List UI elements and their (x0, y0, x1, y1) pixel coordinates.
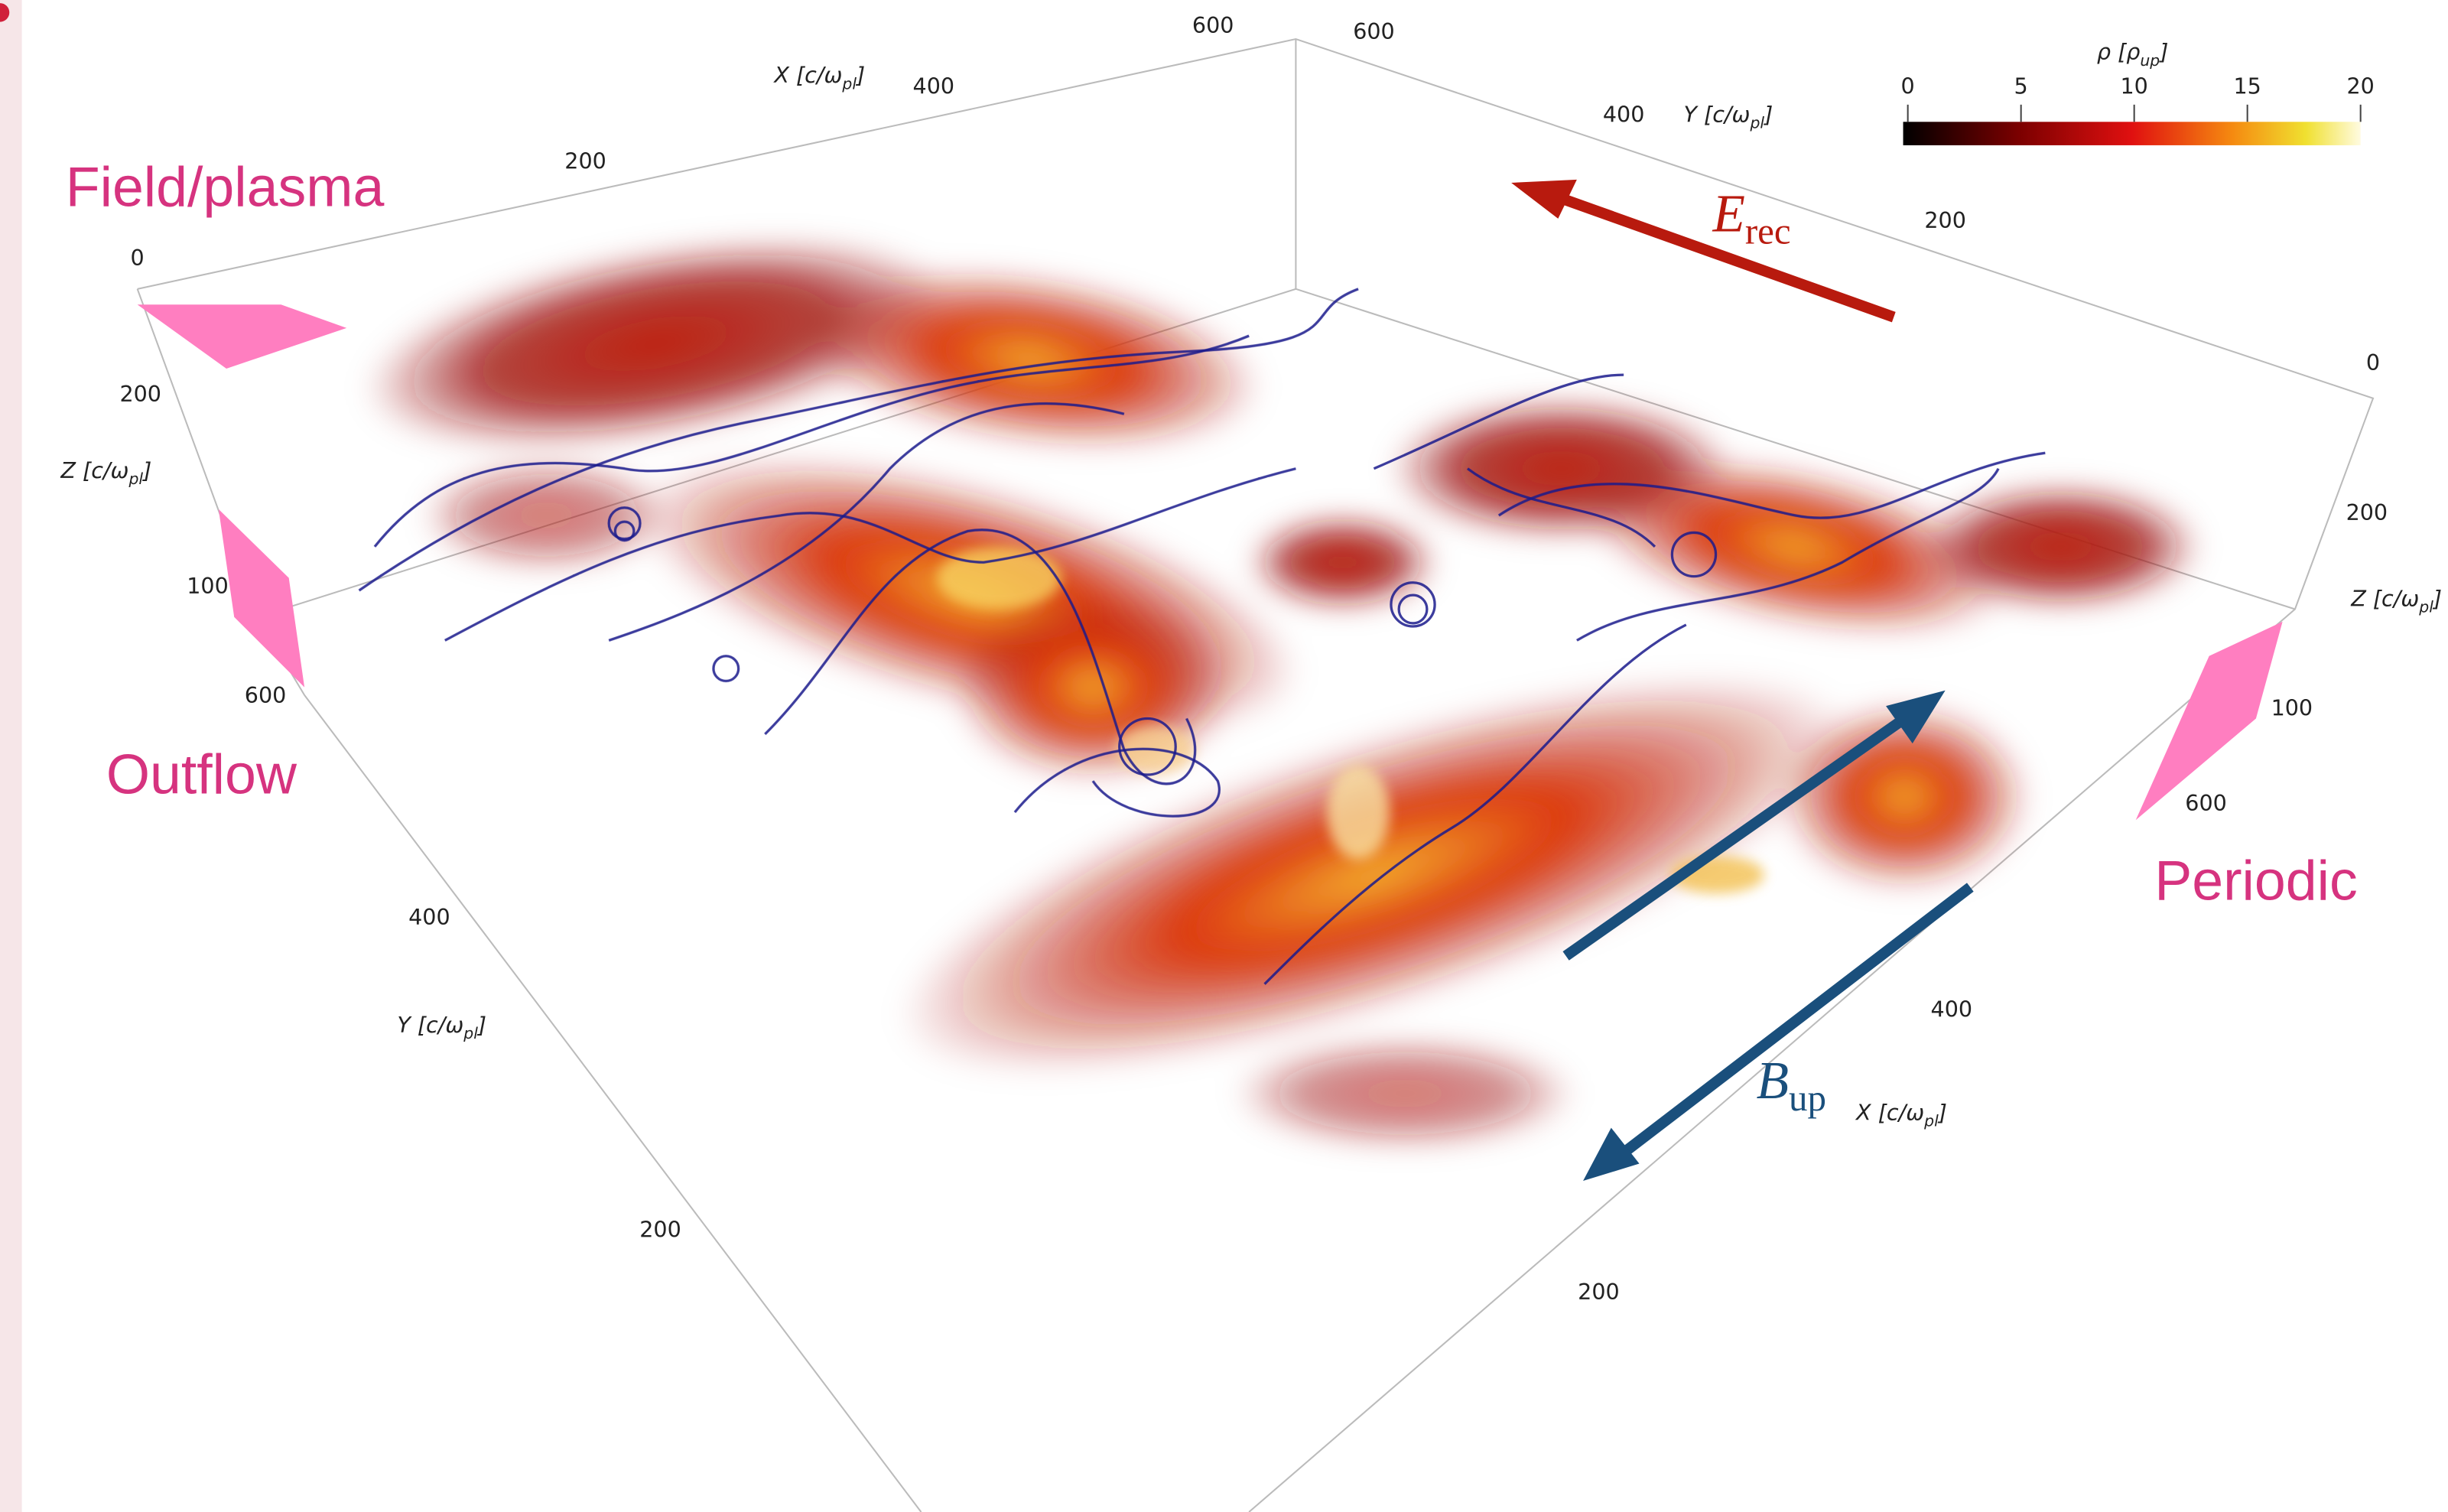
axis-tick-label: 600 (2185, 790, 2227, 816)
axis-label-end: ] (1763, 101, 1773, 127)
page: Field/plasma Outflow Periodic Erec Bup 2… (0, 0, 2448, 1512)
colorbar-tick-label: 10 (2120, 73, 2147, 99)
colorbar: ρ [ρup] 0 5 10 15 20 (1901, 39, 2375, 145)
axis-tick-label: 400 (408, 904, 450, 930)
label-b-up: Bup (1757, 1052, 1826, 1119)
axis-tick-label: 0 (2366, 350, 2380, 376)
axis-tick-label: 200 (564, 148, 606, 174)
axis-label-end: ] (2432, 585, 2442, 611)
axis-label-end: ] (476, 1012, 486, 1038)
side-strip (0, 0, 22, 1512)
axis-label-end: ] (141, 457, 151, 483)
label-e-rec: Erec (1712, 184, 1790, 252)
axis-label-text: Z [c/ω (60, 457, 128, 483)
axis-label: Y [c/ωpl] (1684, 101, 1773, 132)
figure: Field/plasma Outflow Periodic Erec Bup 2… (0, 0, 2448, 1512)
box-frame (138, 39, 2373, 1512)
t: ρ [ρ (2097, 39, 2141, 65)
axis-label: X [c/ωpl] (772, 62, 865, 93)
axis-label-text: Z [c/ω (2350, 585, 2419, 611)
axis-label-sub: pl (1749, 113, 1764, 132)
axis-label: Z [c/ωpl] (60, 457, 151, 488)
axis-label: Y [c/ωpl] (397, 1012, 486, 1042)
subscript: rec (1745, 210, 1791, 252)
axis-label-sub: pl (2418, 598, 2433, 616)
axis-label-text: X [c/ω (1855, 1099, 1924, 1125)
axis-tick-label: 200 (2346, 499, 2388, 525)
axis-tick-label: 600 (245, 682, 287, 708)
axis-tick-label: 100 (187, 573, 229, 599)
axis-label-sub: pl (128, 470, 143, 488)
label-field-plasma: Field/plasma (66, 155, 385, 219)
end: ] (2158, 39, 2168, 65)
axis-tick-label: 200 (1924, 207, 1966, 233)
sub: up (2140, 51, 2160, 70)
axis-label-text: Y [c/ω (397, 1012, 463, 1038)
axis-tick-label: 400 (913, 73, 955, 99)
colorbar-tick-label: 5 (2014, 73, 2028, 99)
axis-label: Z [c/ωpl] (2350, 585, 2442, 616)
axis-label-sub: pl (1923, 1112, 1939, 1130)
label-outflow: Outflow (106, 743, 297, 806)
label-periodic: Periodic (2154, 848, 2357, 912)
axis-tick-label: 600 (1353, 18, 1395, 44)
colorbar-title: ρ [ρup] (2097, 39, 2169, 70)
colorbar-tick-label: 20 (2346, 73, 2374, 99)
axis-tick-label: 200 (1578, 1279, 1620, 1305)
axis-label-text: Y [c/ω (1684, 101, 1751, 127)
colorbar-gradient (1903, 122, 2361, 145)
axis-tick-label: 200 (119, 381, 161, 407)
axis-tick-label: 0 (131, 245, 145, 271)
colorbar-tick-label: 0 (1901, 73, 1915, 99)
axis-tick-label: 200 (639, 1217, 681, 1243)
axis-tick-label: 600 (1192, 12, 1234, 38)
axis-tick-label: 100 (2271, 694, 2313, 720)
axis-label-end: ] (855, 62, 865, 88)
axis-tick-label: 400 (1931, 997, 1973, 1023)
axis-label-text: X [c/ω (772, 62, 842, 88)
axis-label-sub: pl (463, 1024, 478, 1042)
symbol: B (1757, 1052, 1789, 1110)
axis-label-sub: pl (841, 74, 857, 93)
symbol: E (1712, 184, 1744, 243)
colorbar-tick-label: 15 (2233, 73, 2261, 99)
subscript: up (1789, 1077, 1826, 1119)
axis-label-end: ] (1937, 1099, 1947, 1125)
axis-label: X [c/ωpl] (1855, 1099, 1947, 1130)
axis-tick-label: 400 (1603, 101, 1645, 127)
